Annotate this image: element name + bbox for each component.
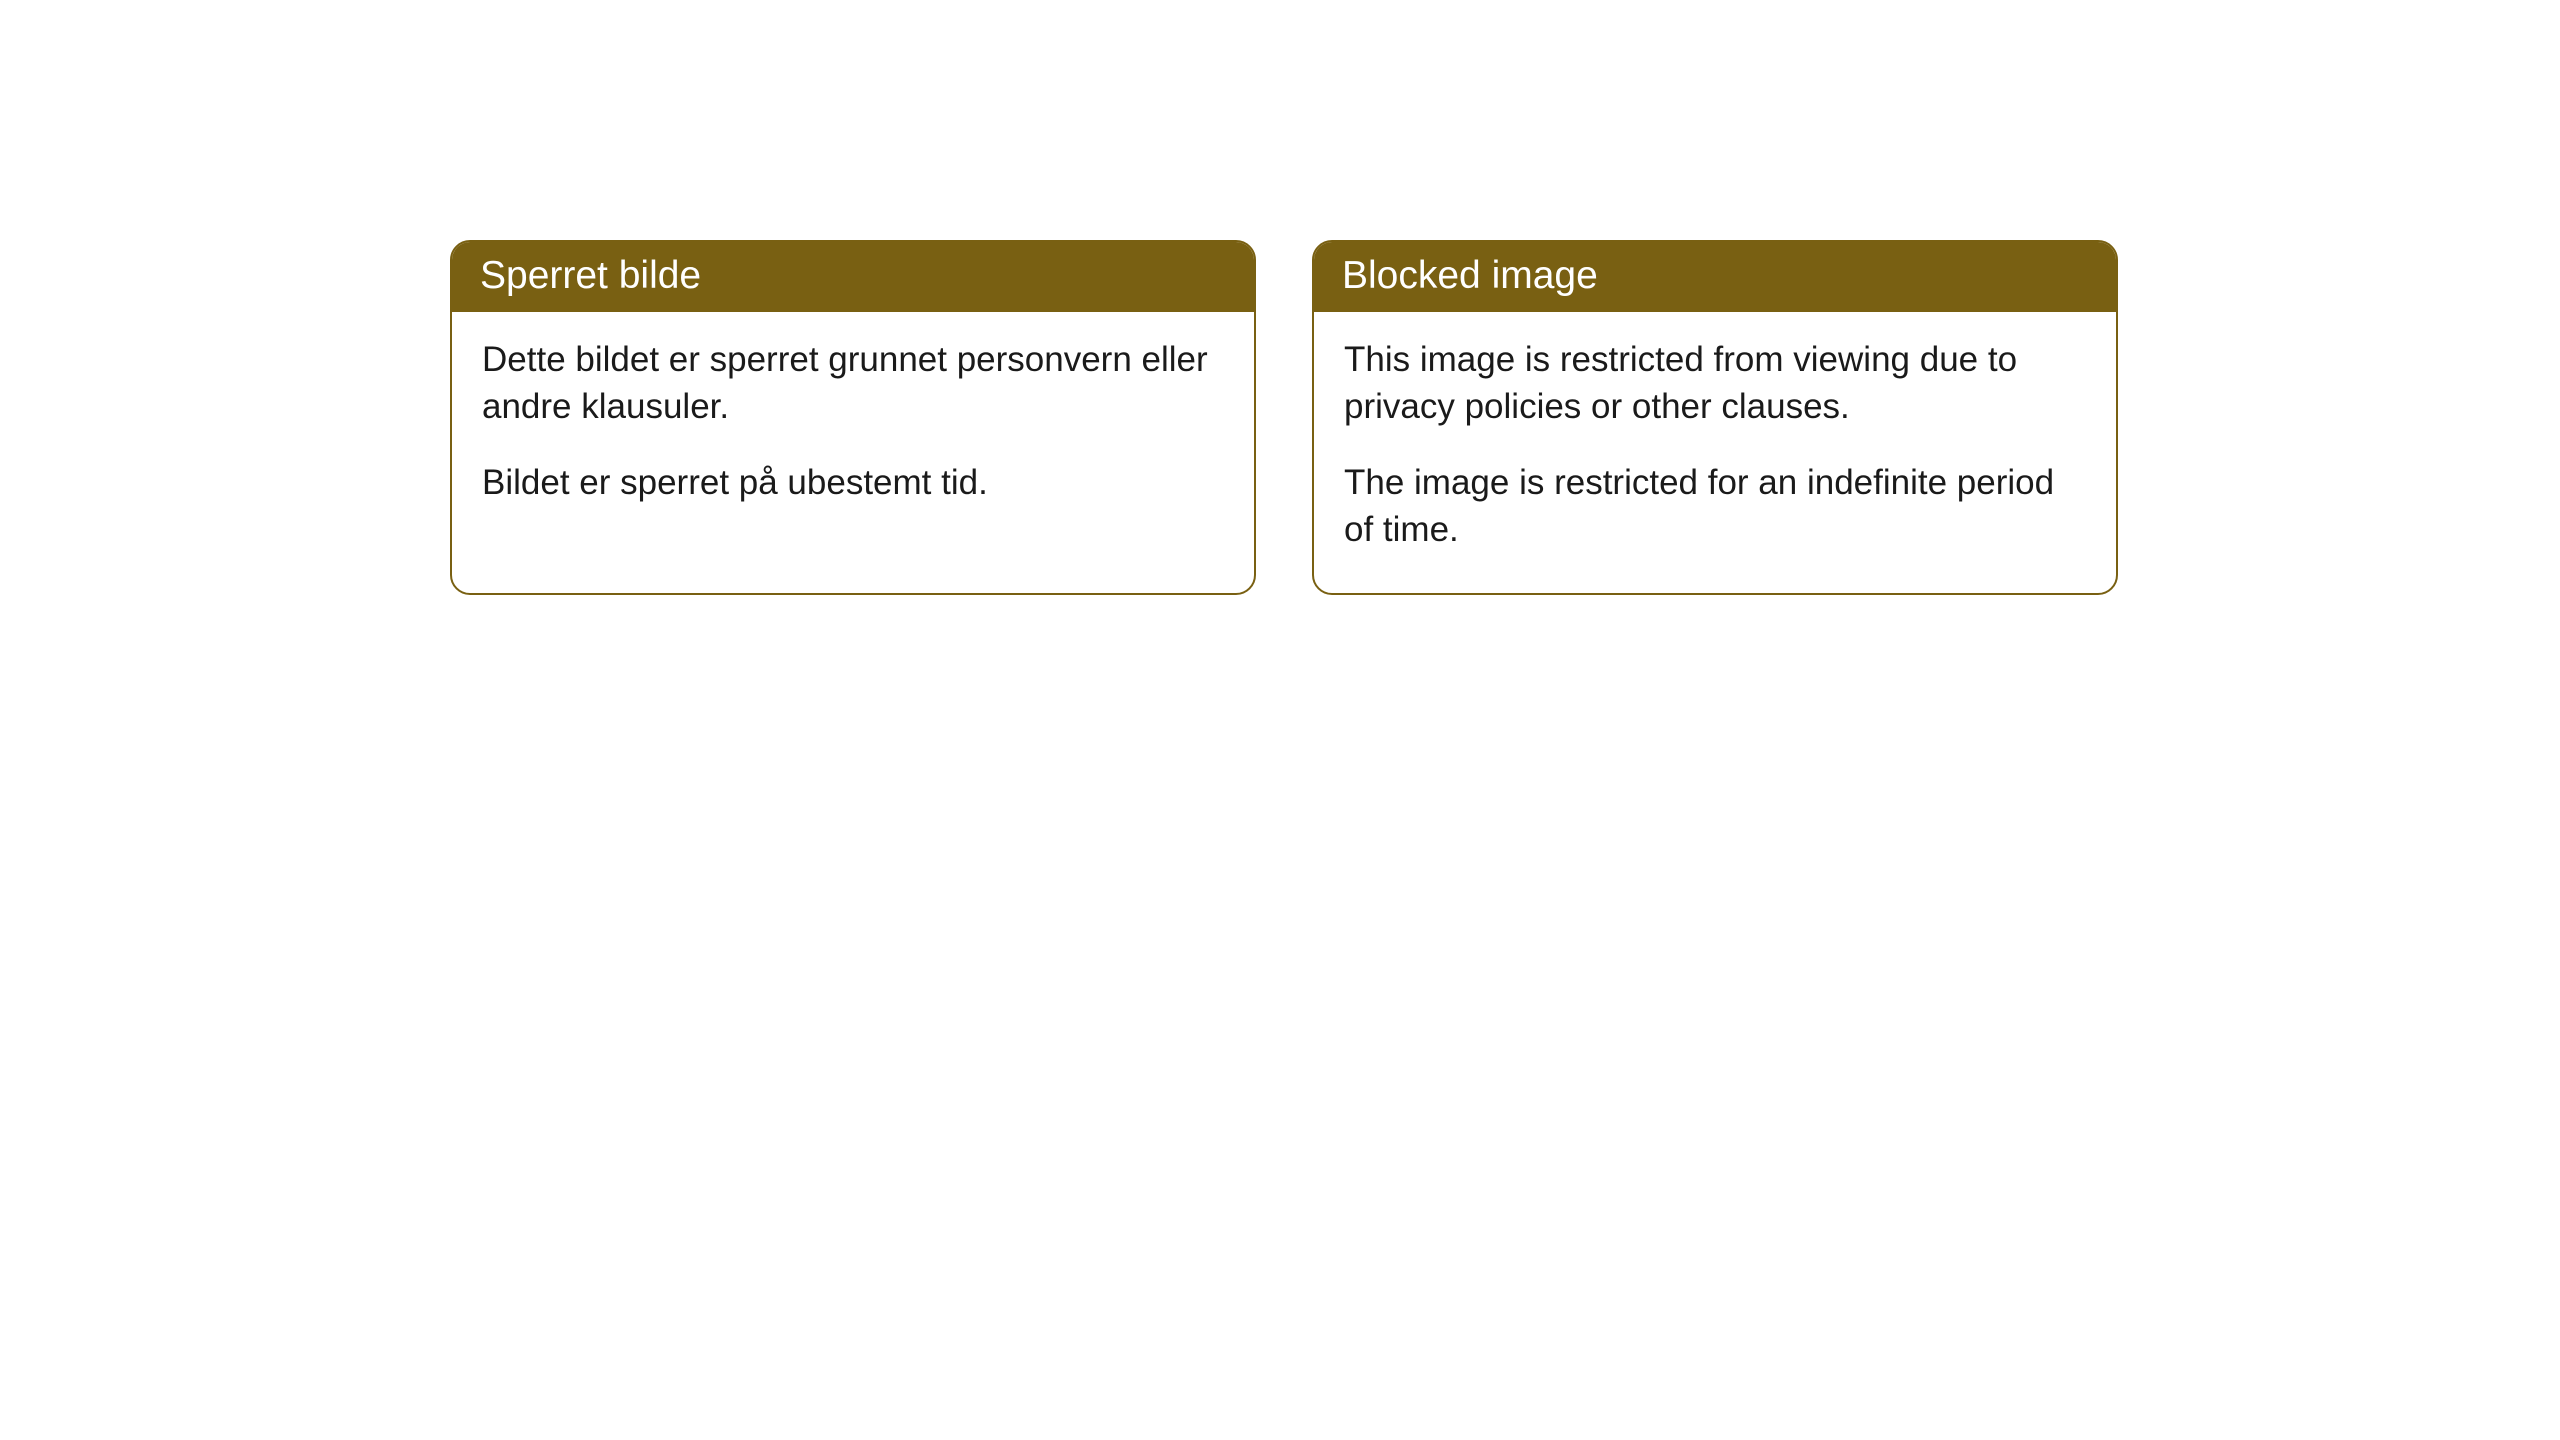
card-title: Sperret bilde [480, 254, 701, 297]
card-body-norwegian: Dette bildet er sperret grunnet personve… [452, 312, 1254, 546]
notice-card-english: Blocked image This image is restricted f… [1312, 240, 2118, 595]
notice-cards-container: Sperret bilde Dette bildet er sperret gr… [450, 240, 2118, 595]
card-header-english: Blocked image [1314, 242, 2116, 312]
card-paragraph-1: This image is restricted from viewing du… [1344, 336, 2086, 431]
card-paragraph-2: The image is restricted for an indefinit… [1344, 459, 2086, 554]
card-title: Blocked image [1342, 254, 1598, 297]
card-body-english: This image is restricted from viewing du… [1314, 312, 2116, 593]
card-header-norwegian: Sperret bilde [452, 242, 1254, 312]
card-paragraph-1: Dette bildet er sperret grunnet personve… [482, 336, 1224, 431]
notice-card-norwegian: Sperret bilde Dette bildet er sperret gr… [450, 240, 1256, 595]
card-paragraph-2: Bildet er sperret på ubestemt tid. [482, 459, 1224, 506]
